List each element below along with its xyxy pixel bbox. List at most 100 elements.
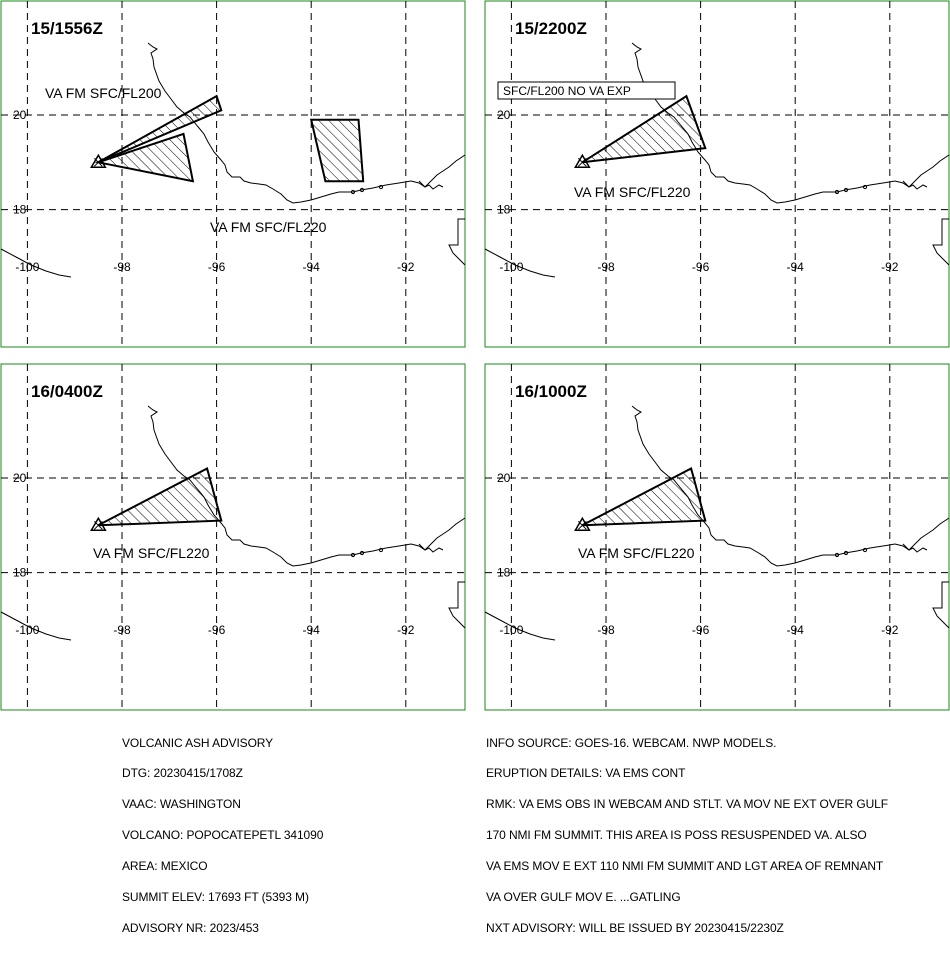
longitude-tick-label: -98: [597, 623, 615, 637]
longitude-tick-label: -100: [15, 260, 39, 274]
grid-lines: [485, 364, 949, 710]
panel-15-2200z: 15/2200Z SFC/FL200 NO VA EXP VA FM SFC/F…: [484, 0, 950, 348]
advisory-line: VOLCANIC ASH ADVISORY: [122, 735, 274, 750]
advisory-line: VAAC: WASHINGTON: [122, 797, 241, 812]
pacific-coastline: [484, 248, 556, 278]
coastline: [0, 405, 466, 641]
volcano-triangle-shape: [574, 516, 591, 532]
coast-island: [834, 189, 840, 195]
longitude-tick-label: -96: [208, 623, 226, 637]
longitude-tick-label: -94: [787, 260, 805, 274]
coast-island: [843, 550, 849, 556]
longitude-tick-label: -92: [397, 260, 415, 274]
advisory-line: ADVISORY NR: 2023/453: [122, 920, 259, 935]
lagoon-coastline: [418, 543, 444, 553]
coast-island: [378, 547, 384, 553]
yucatan-coastline: [448, 581, 466, 629]
advisory-line: SUMMIT ELEV: 17693 FT (5393 M): [122, 890, 309, 905]
longitude-tick-label: -100: [15, 623, 39, 637]
longitude-tick-label: -92: [881, 260, 899, 274]
panel-time: 15/2200Z: [515, 19, 587, 38]
volcano-cross-mark: [93, 520, 103, 530]
gulf-coastline: [631, 405, 950, 567]
pacific-coastline: [484, 611, 556, 641]
volcano-triangle-icon: [574, 153, 591, 169]
grid-lines: [485, 1, 949, 347]
axis-tick-labels: -100 -98 -96 -94 -92 20 18: [13, 108, 415, 274]
panel-time: 16/1000Z: [515, 382, 587, 401]
grid-lines: [1, 1, 465, 347]
panel-frame: [0, 0, 466, 348]
advisory-line: NXT ADVISORY: WILL BE ISSUED BY 20230415…: [486, 920, 784, 935]
ash-polygons: [581, 94, 707, 164]
gulf-coastline: [147, 405, 466, 567]
lagoon-coastline: [902, 180, 928, 190]
coast-island: [862, 184, 868, 190]
longitude-tick-label: -100: [499, 623, 523, 637]
coast-island: [378, 184, 384, 190]
ash-area-polygon: [94, 132, 195, 183]
longitude-tick-label: -98: [597, 260, 615, 274]
ash-area-polygon: [581, 467, 707, 527]
ash-area-polygon: [97, 467, 223, 527]
axis-tick-labels: -100 -98 -96 -94 -92 20 18: [497, 108, 899, 274]
coast-island: [862, 547, 868, 553]
gulf-coastline: [631, 42, 950, 204]
volcano-cross-mark: [577, 157, 587, 167]
advisory-line: AREA: MEXICO: [122, 859, 208, 874]
latitude-tick-label: 20: [13, 108, 27, 122]
latitude-tick-label: 18: [497, 566, 511, 580]
longitude-tick-label: -98: [113, 623, 131, 637]
coast-island: [843, 187, 849, 193]
lagoon-coastline: [902, 543, 928, 553]
yucatan-coastline: [932, 581, 950, 629]
lagoon-coastline: [418, 180, 444, 190]
pacific-coastline: [0, 248, 72, 278]
coast-island: [359, 187, 365, 193]
axis-tick-labels: -100 -98 -96 -94 -92 20 18: [497, 471, 899, 637]
ash-polygons: [94, 94, 365, 183]
coast-island: [359, 550, 365, 556]
axis-tick-labels: -100 -98 -96 -94 -92 20 18: [13, 471, 415, 637]
latitude-tick-label: 20: [497, 108, 511, 122]
advisory-line: INFO SOURCE: GOES-16. WEBCAM. NWP MODELS…: [486, 735, 777, 750]
longitude-tick-label: -96: [692, 623, 710, 637]
va-label-fl220: VA FM SFC/FL220: [578, 545, 695, 561]
va-label-fl200: VA FM SFC/FL200: [45, 85, 162, 101]
advisory-line: VA OVER GULF MOV E. ...GATLING: [486, 890, 681, 905]
longitude-tick-label: -96: [208, 260, 226, 274]
volcano-cross-mark: [93, 157, 103, 167]
volcanic-ash-advisory-graphic: 15/1556Z VA FM SFC/FL200 VA FM SFC/FL220…: [0, 0, 950, 934]
coastline: [484, 42, 950, 278]
advisory-line: VA EMS MOV E EXT 110 NMI FM SUMMIT AND L…: [486, 859, 884, 874]
ash-area-polygon: [581, 94, 707, 164]
volcano-cross-mark: [577, 520, 587, 530]
longitude-tick-label: -98: [113, 260, 131, 274]
longitude-tick-label: -94: [303, 260, 321, 274]
volcano-triangle-shape: [90, 516, 107, 532]
volcano-triangle-icon: [90, 153, 107, 169]
volcano-triangle-icon: [90, 516, 107, 532]
coast-island: [350, 189, 356, 195]
ash-area-polygon: [309, 118, 365, 183]
volcano-triangle-shape: [90, 153, 107, 169]
advisory-header-block: VOLCANIC ASH ADVISORY DTG: 20230415/1708…: [122, 717, 323, 954]
longitude-tick-label: -92: [397, 623, 415, 637]
ash-polygons: [581, 467, 707, 527]
panel-frame: [484, 0, 950, 348]
gulf-coastline: [147, 42, 466, 204]
boxed-label: SFC/FL200 NO VA EXP: [503, 84, 631, 98]
boxed-label-frame: [497, 81, 676, 100]
va-label-fl220: VA FM SFC/FL220: [574, 184, 691, 200]
longitude-tick-label: -94: [787, 623, 805, 637]
yucatan-coastline: [448, 218, 466, 266]
va-label-fl220: VA FM SFC/FL220: [210, 219, 327, 235]
longitude-tick-label: -100: [499, 260, 523, 274]
advisory-line: ERUPTION DETAILS: VA EMS CONT: [486, 766, 686, 781]
ash-area-polygon: [97, 94, 223, 164]
longitude-tick-label: -96: [692, 260, 710, 274]
ash-polygons: [97, 467, 223, 527]
panel-15-1556z: 15/1556Z VA FM SFC/FL200 VA FM SFC/FL220…: [0, 0, 466, 348]
coast-island: [350, 552, 356, 558]
panel-frame: [0, 363, 466, 711]
